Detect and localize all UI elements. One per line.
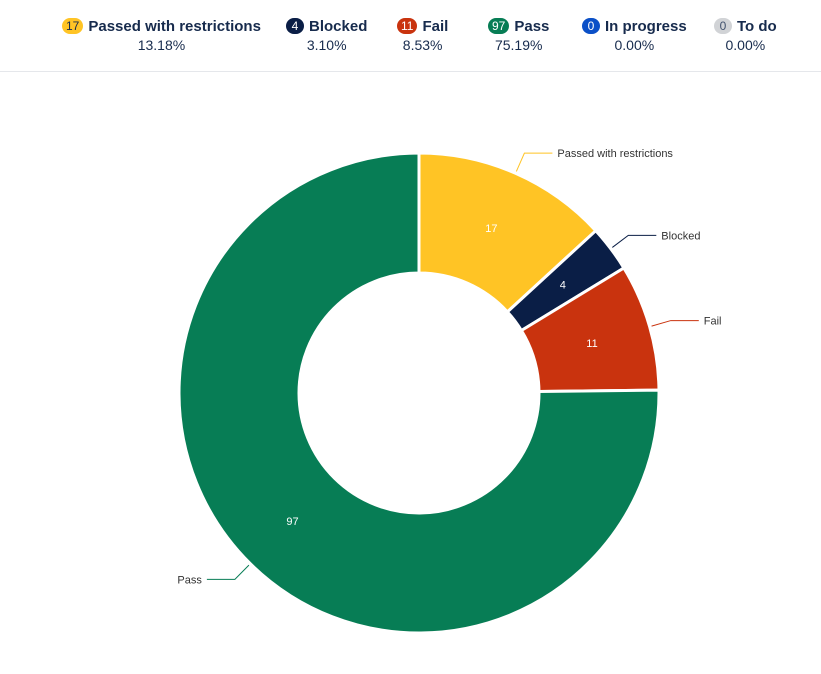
slice-category-label: Pass xyxy=(177,574,202,586)
slice-category-label: Fail xyxy=(704,316,722,328)
slice-pass[interactable] xyxy=(177,151,661,635)
count-badge: 11 xyxy=(397,18,418,34)
stat-in-progress: 0 In progress 0.00% xyxy=(582,16,687,53)
stat-pass: 97 Pass 75.19% xyxy=(488,16,549,53)
slice-passed-with-restrictions[interactable] xyxy=(417,151,598,314)
count-badge: 0 xyxy=(714,18,732,34)
status-percent: 75.19% xyxy=(494,37,543,53)
status-summary-bar: 17 Passed with restrictions 13.18% 4 Blo… xyxy=(0,0,821,72)
leader-line xyxy=(612,234,657,248)
leader-line xyxy=(206,564,250,580)
leader-line xyxy=(515,152,553,172)
status-donut-chart: 17 Passed with restrictions 4 Blocked 11 Fail… xyxy=(177,148,722,635)
leader-line xyxy=(651,320,699,327)
slice-value-label: 97 xyxy=(286,516,298,528)
status-label: Fail xyxy=(422,17,449,35)
status-percent: 0.00% xyxy=(614,37,655,53)
count-badge: 17 xyxy=(62,18,84,34)
stat-to-do: 0 To do 0.00% xyxy=(714,16,777,53)
stat-blocked: 4 Blocked 3.10% xyxy=(286,16,367,53)
status-label: To do xyxy=(737,17,777,35)
status-percent: 13.18% xyxy=(137,37,186,53)
status-label: Pass xyxy=(514,17,550,35)
stat-fail: 11 Fail 8.53% xyxy=(397,16,448,53)
status-label: In progress xyxy=(605,17,687,35)
slice-category-label: Blocked xyxy=(661,230,700,242)
slice-value-label: 4 xyxy=(560,280,566,292)
count-badge: 97 xyxy=(488,18,510,34)
count-badge: 4 xyxy=(286,18,304,34)
status-label: Passed with restrictions xyxy=(88,17,261,35)
stat-passed-with-restrictions: 17 Passed with restrictions 13.18% xyxy=(62,16,261,53)
count-badge: 0 xyxy=(582,18,600,34)
status-percent: 3.10% xyxy=(306,37,347,53)
slice-category-label: Passed with restrictions xyxy=(557,148,673,160)
slice-value-label: 17 xyxy=(485,223,497,235)
status-percent: 8.53% xyxy=(402,37,443,53)
status-percent: 0.00% xyxy=(725,37,766,53)
slice-value-label: 11 xyxy=(586,338,597,350)
status-label: Blocked xyxy=(309,17,368,35)
